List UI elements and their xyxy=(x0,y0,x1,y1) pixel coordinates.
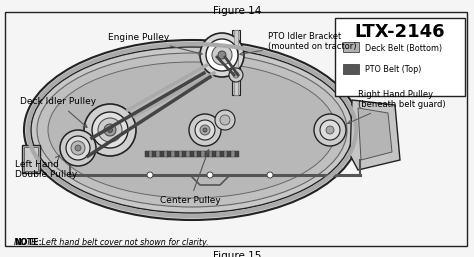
FancyBboxPatch shape xyxy=(24,147,38,171)
Circle shape xyxy=(60,130,96,166)
Text: NOTE:: NOTE: xyxy=(14,238,42,247)
Circle shape xyxy=(200,33,244,77)
Ellipse shape xyxy=(31,47,353,213)
Text: Engine Pulley: Engine Pulley xyxy=(108,33,202,55)
FancyBboxPatch shape xyxy=(186,151,190,157)
Circle shape xyxy=(200,125,210,135)
Circle shape xyxy=(203,128,207,132)
Text: Deck Belt (Bottom): Deck Belt (Bottom) xyxy=(365,43,442,52)
FancyBboxPatch shape xyxy=(343,64,359,74)
Circle shape xyxy=(218,51,226,59)
Text: LTX-2146: LTX-2146 xyxy=(355,23,445,41)
Circle shape xyxy=(220,115,230,125)
Text: Left Hand
Double Pulley: Left Hand Double Pulley xyxy=(15,155,77,179)
Ellipse shape xyxy=(24,40,360,220)
Text: Right Hand Pulley
(beneath belt guard): Right Hand Pulley (beneath belt guard) xyxy=(347,90,446,124)
FancyBboxPatch shape xyxy=(190,151,194,157)
FancyBboxPatch shape xyxy=(149,151,153,157)
Circle shape xyxy=(75,145,81,151)
Text: PTO Idler Bracket
(mounted on tractor): PTO Idler Bracket (mounted on tractor) xyxy=(240,32,356,56)
FancyBboxPatch shape xyxy=(205,151,209,157)
FancyBboxPatch shape xyxy=(343,42,359,52)
Circle shape xyxy=(66,136,90,160)
Circle shape xyxy=(195,120,215,140)
Circle shape xyxy=(207,172,213,178)
Circle shape xyxy=(71,141,85,155)
Ellipse shape xyxy=(37,53,347,207)
Text: Figure 15: Figure 15 xyxy=(213,251,261,257)
FancyBboxPatch shape xyxy=(179,151,183,157)
Circle shape xyxy=(326,126,334,134)
Ellipse shape xyxy=(48,62,336,198)
Text: Figure 14: Figure 14 xyxy=(213,6,261,16)
Circle shape xyxy=(267,172,273,178)
FancyBboxPatch shape xyxy=(160,151,164,157)
Circle shape xyxy=(206,39,238,71)
Text: NOTE: Left hand belt cover not shown for clarity.: NOTE: Left hand belt cover not shown for… xyxy=(14,238,209,247)
FancyBboxPatch shape xyxy=(224,151,228,157)
FancyBboxPatch shape xyxy=(175,151,179,157)
FancyBboxPatch shape xyxy=(164,151,168,157)
Circle shape xyxy=(92,112,128,148)
FancyBboxPatch shape xyxy=(182,151,186,157)
Circle shape xyxy=(212,45,232,65)
Circle shape xyxy=(314,114,346,146)
FancyBboxPatch shape xyxy=(5,12,467,246)
Circle shape xyxy=(84,104,136,156)
FancyBboxPatch shape xyxy=(194,151,198,157)
FancyBboxPatch shape xyxy=(22,145,40,173)
FancyBboxPatch shape xyxy=(156,151,160,157)
FancyBboxPatch shape xyxy=(201,151,205,157)
Circle shape xyxy=(229,68,243,82)
FancyBboxPatch shape xyxy=(212,151,217,157)
Circle shape xyxy=(108,127,112,133)
FancyBboxPatch shape xyxy=(153,151,156,157)
FancyBboxPatch shape xyxy=(216,151,220,157)
FancyBboxPatch shape xyxy=(231,151,235,157)
Circle shape xyxy=(147,172,153,178)
FancyBboxPatch shape xyxy=(209,151,213,157)
Circle shape xyxy=(104,124,116,136)
FancyBboxPatch shape xyxy=(171,151,175,157)
Circle shape xyxy=(98,118,122,142)
FancyBboxPatch shape xyxy=(234,30,238,95)
Circle shape xyxy=(233,72,239,78)
FancyBboxPatch shape xyxy=(145,151,149,157)
Text: Center Pulley: Center Pulley xyxy=(160,150,220,205)
Text: Deck Idler Pulley: Deck Idler Pulley xyxy=(20,97,96,127)
Circle shape xyxy=(215,110,235,130)
FancyBboxPatch shape xyxy=(232,30,240,95)
Circle shape xyxy=(320,120,340,140)
FancyBboxPatch shape xyxy=(220,151,224,157)
FancyBboxPatch shape xyxy=(198,151,201,157)
Circle shape xyxy=(189,114,221,146)
FancyBboxPatch shape xyxy=(167,151,172,157)
Polygon shape xyxy=(350,100,400,170)
FancyBboxPatch shape xyxy=(235,151,239,157)
Polygon shape xyxy=(358,108,392,160)
FancyBboxPatch shape xyxy=(228,151,231,157)
FancyBboxPatch shape xyxy=(335,18,465,96)
Text: PTO Belt (Top): PTO Belt (Top) xyxy=(365,66,421,75)
